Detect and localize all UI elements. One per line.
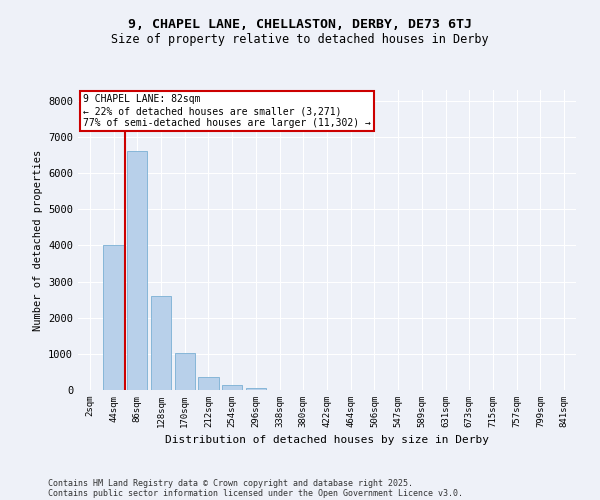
Y-axis label: Number of detached properties: Number of detached properties: [32, 150, 43, 330]
X-axis label: Distribution of detached houses by size in Derby: Distribution of detached houses by size …: [165, 436, 489, 446]
Text: 9, CHAPEL LANE, CHELLASTON, DERBY, DE73 6TJ: 9, CHAPEL LANE, CHELLASTON, DERBY, DE73 …: [128, 18, 472, 30]
Bar: [151, 296, 171, 390]
Bar: [246, 388, 266, 390]
Bar: [103, 244, 124, 390]
Text: Contains public sector information licensed under the Open Government Licence v3: Contains public sector information licen…: [48, 488, 463, 498]
Text: Contains HM Land Registry data © Crown copyright and database right 2025.: Contains HM Land Registry data © Crown c…: [48, 478, 413, 488]
Text: 9 CHAPEL LANE: 82sqm
← 22% of detached houses are smaller (3,271)
77% of semi-de: 9 CHAPEL LANE: 82sqm ← 22% of detached h…: [83, 94, 371, 128]
Bar: [222, 384, 242, 390]
Bar: [175, 354, 195, 390]
Bar: [127, 150, 148, 390]
Text: Size of property relative to detached houses in Derby: Size of property relative to detached ho…: [111, 32, 489, 46]
Bar: [199, 377, 218, 390]
